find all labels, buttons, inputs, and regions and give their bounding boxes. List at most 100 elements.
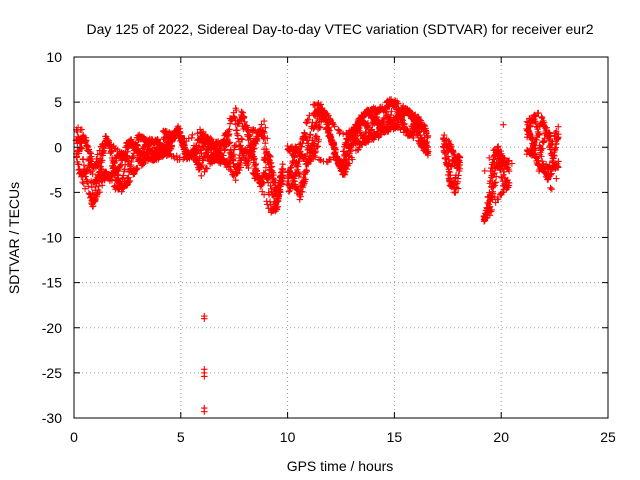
data-point: [87, 150, 94, 157]
data-point: [555, 131, 562, 138]
data-point: [407, 108, 414, 115]
data-point: [200, 128, 207, 135]
data-point: [420, 121, 428, 129]
data-point: [262, 124, 269, 131]
data-point: [267, 153, 274, 161]
data-point: [341, 171, 349, 178]
data-point: [201, 373, 208, 380]
data-point: [313, 133, 321, 140]
data-point: [546, 129, 553, 136]
data-point: [538, 113, 545, 121]
data-point: [224, 132, 231, 139]
data-point: [555, 158, 562, 165]
data-point: [114, 172, 121, 179]
data-point: [268, 163, 275, 170]
data-point: [124, 148, 131, 155]
data-point: [456, 153, 463, 161]
data-point: [352, 133, 360, 140]
data-point: [543, 124, 550, 131]
data-point: [335, 127, 343, 134]
data-point: [120, 172, 127, 179]
data-point: [78, 145, 86, 152]
data-point: [250, 156, 258, 163]
data-point: [547, 184, 554, 192]
data-point: [260, 117, 268, 125]
data-point: [535, 109, 542, 117]
data-point: [488, 206, 496, 214]
data-point: [267, 182, 274, 190]
data-point: [92, 183, 99, 190]
data-point: [422, 125, 429, 132]
data-point: [238, 136, 246, 143]
data-point: [526, 123, 533, 130]
data-point: [279, 172, 286, 179]
data-point: [316, 124, 324, 131]
data-point: [123, 152, 130, 159]
data-point: [387, 111, 395, 119]
data-point: [424, 132, 432, 140]
y-tick-label: -15: [42, 275, 62, 291]
y-tick-labels: -30 -25 -20 -15 -10 -5 0 5 10: [42, 49, 62, 426]
data-point: [410, 134, 417, 142]
data-point: [288, 163, 295, 171]
x-tick-label: 25: [600, 429, 616, 445]
data-point: [339, 130, 347, 138]
data-point: [495, 195, 502, 203]
data-point: [424, 151, 432, 159]
data-point: [301, 130, 308, 137]
data-point: [250, 145, 257, 153]
x-tick-label: 20: [493, 429, 509, 445]
data-point: [226, 139, 234, 146]
data-point: [100, 147, 108, 155]
data-point: [536, 131, 543, 139]
data-point: [363, 128, 370, 136]
data-point: [128, 158, 135, 166]
data-point: [388, 108, 395, 115]
y-tick-label: -10: [42, 230, 62, 246]
axis-ticks: [73, 56, 609, 419]
data-point: [247, 135, 254, 142]
data-point: [547, 132, 554, 139]
data-point: [284, 142, 291, 150]
data-point: [505, 157, 513, 164]
data-point: [261, 139, 269, 147]
data-point: [302, 176, 309, 183]
data-point: [134, 164, 141, 172]
data-point: [86, 157, 94, 164]
data-point: [440, 131, 448, 139]
data-point: [296, 158, 303, 165]
data-point: [495, 143, 502, 150]
x-tick-label: 5: [177, 429, 185, 445]
grid-lines: [74, 57, 608, 418]
y-tick-label: -5: [50, 184, 63, 200]
data-point: [554, 164, 562, 171]
data-point: [532, 118, 539, 126]
data-point: [197, 163, 205, 170]
data-point: [252, 160, 260, 168]
data-point: [287, 164, 294, 172]
data-point: [116, 162, 124, 170]
data-point: [527, 122, 534, 130]
data-point: [341, 170, 348, 177]
data-point: [544, 176, 552, 183]
data-point: [279, 160, 286, 168]
data-point: [296, 196, 303, 203]
data-point: [92, 196, 99, 203]
y-axis-label: SDTVAR / TECUs: [6, 182, 22, 294]
data-point: [189, 131, 196, 138]
data-point: [489, 173, 497, 181]
data-point: [244, 124, 251, 131]
data-point: [133, 166, 140, 173]
data-point: [88, 153, 95, 160]
data-point: [294, 166, 301, 173]
data-point: [97, 163, 105, 170]
data-point: [232, 176, 239, 184]
data-point: [229, 156, 237, 163]
data-point: [267, 159, 275, 166]
data-point: [197, 147, 204, 154]
data-point: [349, 156, 356, 163]
data-point: [233, 106, 240, 114]
data-point: [307, 131, 314, 138]
data-point: [363, 137, 370, 144]
data-point: [311, 154, 319, 161]
